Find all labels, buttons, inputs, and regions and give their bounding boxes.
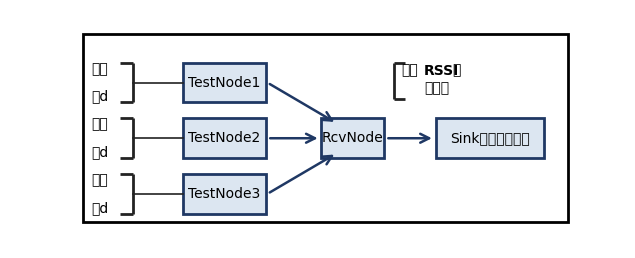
Text: 距离: 距离 [91, 117, 109, 131]
FancyBboxPatch shape [183, 63, 267, 102]
Text: 距离: 距离 [91, 62, 109, 76]
FancyBboxPatch shape [83, 34, 568, 222]
FancyBboxPatch shape [183, 174, 267, 214]
FancyBboxPatch shape [321, 118, 385, 158]
Text: 获取: 获取 [402, 64, 418, 78]
Text: TestNode2: TestNode2 [189, 131, 261, 145]
Text: 为d: 为d [91, 201, 109, 215]
FancyBboxPatch shape [436, 118, 544, 158]
Text: 为d: 为d [91, 145, 109, 159]
Text: 为d: 为d [91, 90, 109, 103]
Text: TestNode1: TestNode1 [189, 76, 261, 90]
Text: 距离: 距离 [91, 173, 109, 187]
Text: Sink（无线网关）: Sink（无线网关） [450, 131, 530, 145]
FancyBboxPatch shape [183, 118, 267, 158]
Text: RcvNode: RcvNode [322, 131, 384, 145]
Text: 求均值: 求均值 [424, 82, 449, 95]
Text: 并: 并 [452, 64, 460, 78]
Text: RSSI: RSSI [424, 64, 458, 78]
Text: TestNode3: TestNode3 [189, 187, 261, 201]
